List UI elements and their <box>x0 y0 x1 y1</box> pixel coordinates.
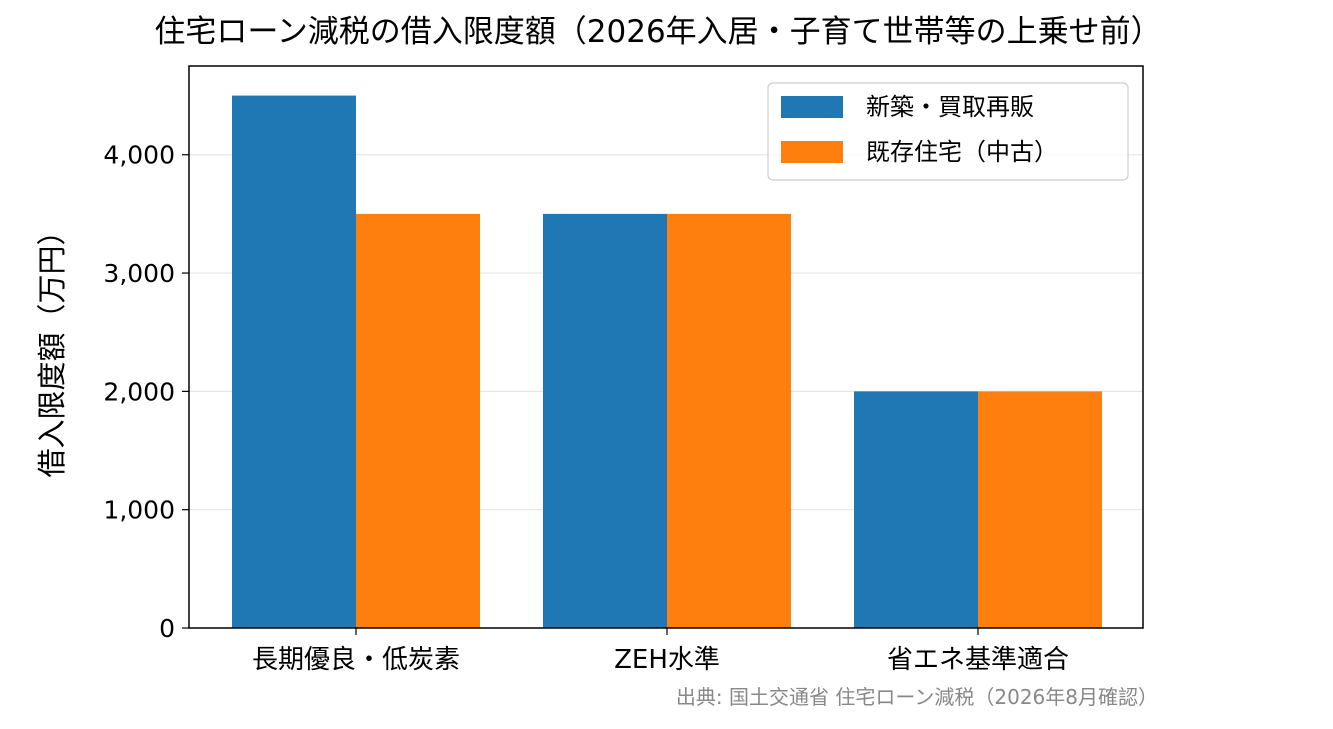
y-tick-label: 3,000 <box>103 259 175 288</box>
legend-label: 新築・買取再販 <box>866 93 1034 121</box>
y-tick-label: 4,000 <box>103 141 175 170</box>
y-tick-label: 0 <box>159 614 175 643</box>
x-tick-label: 長期優良・低炭素 <box>252 645 460 675</box>
bar <box>356 213 480 629</box>
chart-title: 住宅ローン減税の借入限度額（2026年入居・子育て世帯等の上乗せ前） <box>154 14 1161 50</box>
y-tick-label: 1,000 <box>103 496 175 525</box>
y-axis-label: 借入限度額（万円） <box>35 216 69 477</box>
bar <box>854 391 978 628</box>
y-tick-label: 2,000 <box>103 377 175 406</box>
bar <box>667 213 791 629</box>
x-axis: 長期優良・低炭素 ZEH水準 省エネ基準適合 <box>252 628 1069 675</box>
legend-box <box>767 82 1129 181</box>
x-tick-label: ZEH水準 <box>614 645 720 675</box>
plot-frame <box>188 65 1144 629</box>
legend-swatch <box>781 141 843 163</box>
bar <box>543 213 667 629</box>
bar <box>232 95 356 628</box>
x-tick-label: 省エネ基準適合 <box>887 645 1069 675</box>
y-axis: 0 1,000 2,000 3,000 4,000 <box>103 141 189 643</box>
bar <box>978 391 1102 628</box>
source-note: 出典: 国土交通省 住宅ローン減税（2026年8月確認） <box>676 685 1158 709</box>
bars <box>232 95 1102 629</box>
legend-swatch <box>781 96 843 118</box>
legend-label: 既存住宅（中古） <box>866 138 1058 166</box>
